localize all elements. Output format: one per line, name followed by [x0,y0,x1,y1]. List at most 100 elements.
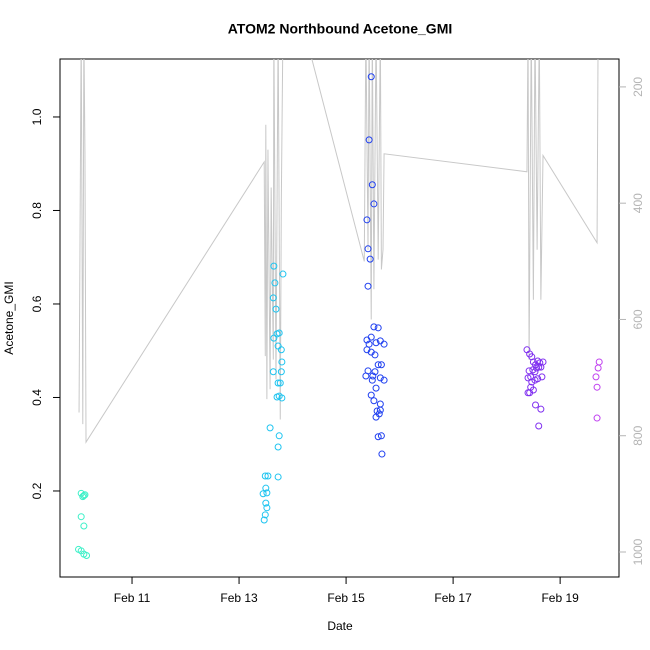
point [368,376,376,384]
point [371,351,379,359]
y2-tick-label: 600 [631,309,645,329]
point [537,405,545,413]
point [269,294,277,302]
point [83,551,91,559]
point [269,368,277,376]
point [593,414,601,422]
point [274,443,282,451]
point [79,493,87,501]
plot-frame [59,58,620,578]
point [279,270,287,278]
x-tick-label: Feb 17 [434,591,472,605]
point [526,389,534,397]
point [376,374,384,382]
point [262,499,270,507]
point [364,282,372,290]
point [534,375,542,383]
point [374,433,382,441]
point [376,400,384,408]
y-tick-label: 0.6 [30,295,44,312]
point [263,489,271,497]
point [262,484,270,492]
point [372,384,380,392]
point [369,372,377,380]
y-tick-label: 0.4 [30,389,44,406]
point [371,368,379,376]
point [374,361,382,369]
point [377,361,385,369]
point [535,363,543,371]
y-tick-label: 0.2 [30,482,44,499]
y2-tick-label: 1000 [631,538,645,565]
point [277,368,285,376]
point [376,406,384,414]
plot-area [75,59,603,559]
point [260,516,268,524]
y2-tick-label: 200 [631,77,645,97]
point [263,504,271,512]
point [372,413,380,421]
point [538,373,546,381]
point [595,358,603,366]
point [80,522,88,530]
y-axis-label: Acetone_GMI [2,281,16,354]
point [365,136,373,144]
point [378,450,386,458]
point [275,432,283,440]
point [367,391,375,399]
point [368,181,376,189]
point [362,372,370,380]
point [81,491,89,499]
point [80,492,88,500]
x-tick-label: Feb 15 [327,591,365,605]
point [370,397,378,405]
point [274,473,282,481]
point [270,262,278,270]
point [370,200,378,208]
point [272,305,280,313]
point [275,329,283,337]
point [532,401,540,409]
point [536,359,544,367]
point [264,472,272,480]
point [529,366,537,374]
point [276,379,284,387]
point [592,373,600,381]
point [259,490,267,498]
point [364,245,372,253]
y2-tick-label: 400 [631,193,645,213]
x-tick-label: Feb 19 [541,591,579,605]
point [374,324,382,332]
point [593,383,601,391]
point [261,511,269,519]
point [594,364,602,372]
chart-title: ATOM2 Northbound Acetone_GMI [228,21,453,37]
y-tick-label: 0.8 [30,202,44,219]
point [261,472,269,480]
x-tick-label: Feb 11 [114,591,151,605]
point [271,279,279,287]
point [539,358,547,366]
point [535,422,543,430]
point [278,358,286,366]
point [531,368,539,376]
y2-tick-label: 800 [631,425,645,445]
x-tick-label: Feb 13 [220,591,258,605]
x-axis-label: Date [327,619,353,633]
point [380,376,388,384]
point [363,216,371,224]
point [77,513,85,521]
point [366,255,374,263]
point [367,73,375,81]
point [380,340,388,348]
point [367,333,375,341]
point [370,323,378,331]
point [372,339,380,347]
point [277,346,285,354]
point [524,374,532,382]
point [274,379,282,387]
point [278,394,286,402]
y-tick-label: 1.0 [30,108,44,125]
point [377,432,385,440]
